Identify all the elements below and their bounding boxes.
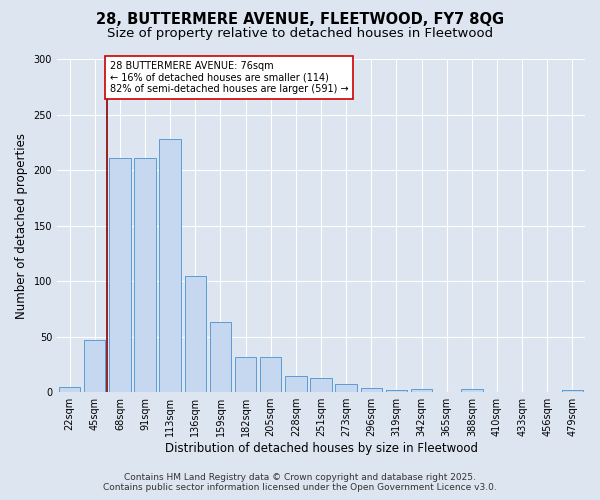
X-axis label: Distribution of detached houses by size in Fleetwood: Distribution of detached houses by size … bbox=[164, 442, 478, 455]
Bar bbox=[84, 340, 106, 392]
Bar bbox=[185, 276, 206, 392]
Bar bbox=[59, 386, 80, 392]
Bar bbox=[411, 389, 432, 392]
Bar bbox=[260, 356, 281, 392]
Bar bbox=[109, 158, 131, 392]
Bar bbox=[335, 384, 357, 392]
Bar bbox=[285, 376, 307, 392]
Text: 28 BUTTERMERE AVENUE: 76sqm
← 16% of detached houses are smaller (114)
82% of se: 28 BUTTERMERE AVENUE: 76sqm ← 16% of det… bbox=[110, 61, 349, 94]
Bar bbox=[310, 378, 332, 392]
Bar bbox=[361, 388, 382, 392]
Text: Contains HM Land Registry data © Crown copyright and database right 2025.
Contai: Contains HM Land Registry data © Crown c… bbox=[103, 473, 497, 492]
Bar bbox=[160, 139, 181, 392]
Text: Size of property relative to detached houses in Fleetwood: Size of property relative to detached ho… bbox=[107, 28, 493, 40]
Y-axis label: Number of detached properties: Number of detached properties bbox=[15, 132, 28, 318]
Text: 28, BUTTERMERE AVENUE, FLEETWOOD, FY7 8QG: 28, BUTTERMERE AVENUE, FLEETWOOD, FY7 8Q… bbox=[96, 12, 504, 28]
Bar bbox=[386, 390, 407, 392]
Bar bbox=[461, 389, 482, 392]
Bar bbox=[235, 356, 256, 392]
Bar bbox=[562, 390, 583, 392]
Bar bbox=[210, 322, 231, 392]
Bar bbox=[134, 158, 156, 392]
